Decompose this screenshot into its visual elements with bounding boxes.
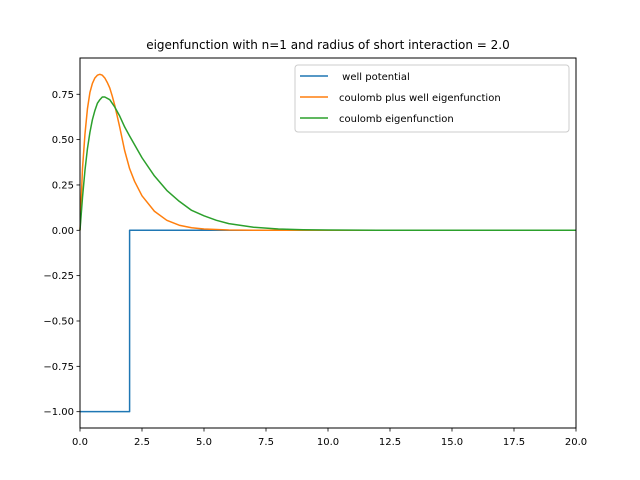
x-tick-label: 15.0 [441,437,463,448]
series-layer [79,73,576,413]
legend-label-0: well potential [339,72,410,83]
x-tick-label: 2.5 [134,437,150,448]
x-tick-label: 5.0 [196,437,212,448]
x-tick-label: 12.5 [379,437,401,448]
legend: well potential coulomb plus well eigenfun… [294,64,570,133]
y-tick-label: −0.75 [43,362,74,373]
x-tick-label: 0.0 [72,437,88,448]
x-tick-label: 20.0 [565,437,587,448]
legend-label-1: coulomb plus well eigenfunction [339,93,501,104]
x-tick-label: 10.0 [317,437,339,448]
x-tick-label: 7.5 [258,437,274,448]
series-line-2 [79,96,576,232]
legend-label-2: coulomb eigenfunction [339,114,454,125]
y-tick-label: 0.75 [52,90,74,101]
x-axis: 0.0 2.5 5.0 7.5 10.0 12.5 15.0 17.5 20.0 [72,428,587,448]
y-tick-label: −0.50 [43,316,74,327]
legend-items: well potential coulomb plus well eigenfun… [300,72,501,125]
y-tick-label: −0.25 [43,271,74,282]
x-tick-label: 17.5 [503,437,525,448]
y-tick-label: −1.00 [43,407,74,418]
series-line-1 [79,73,576,232]
y-tick-label: 0.50 [52,135,74,146]
legend-box [294,64,570,133]
chart-title: eigenfunction with n=1 and radius of sho… [146,38,510,52]
y-tick-label: 0.25 [52,180,74,191]
y-tick-label: 0.00 [52,226,74,237]
y-axis: 0.75 0.50 0.25 0.00 −0.25 −0.50 −0.75 −1.00 [43,90,80,418]
